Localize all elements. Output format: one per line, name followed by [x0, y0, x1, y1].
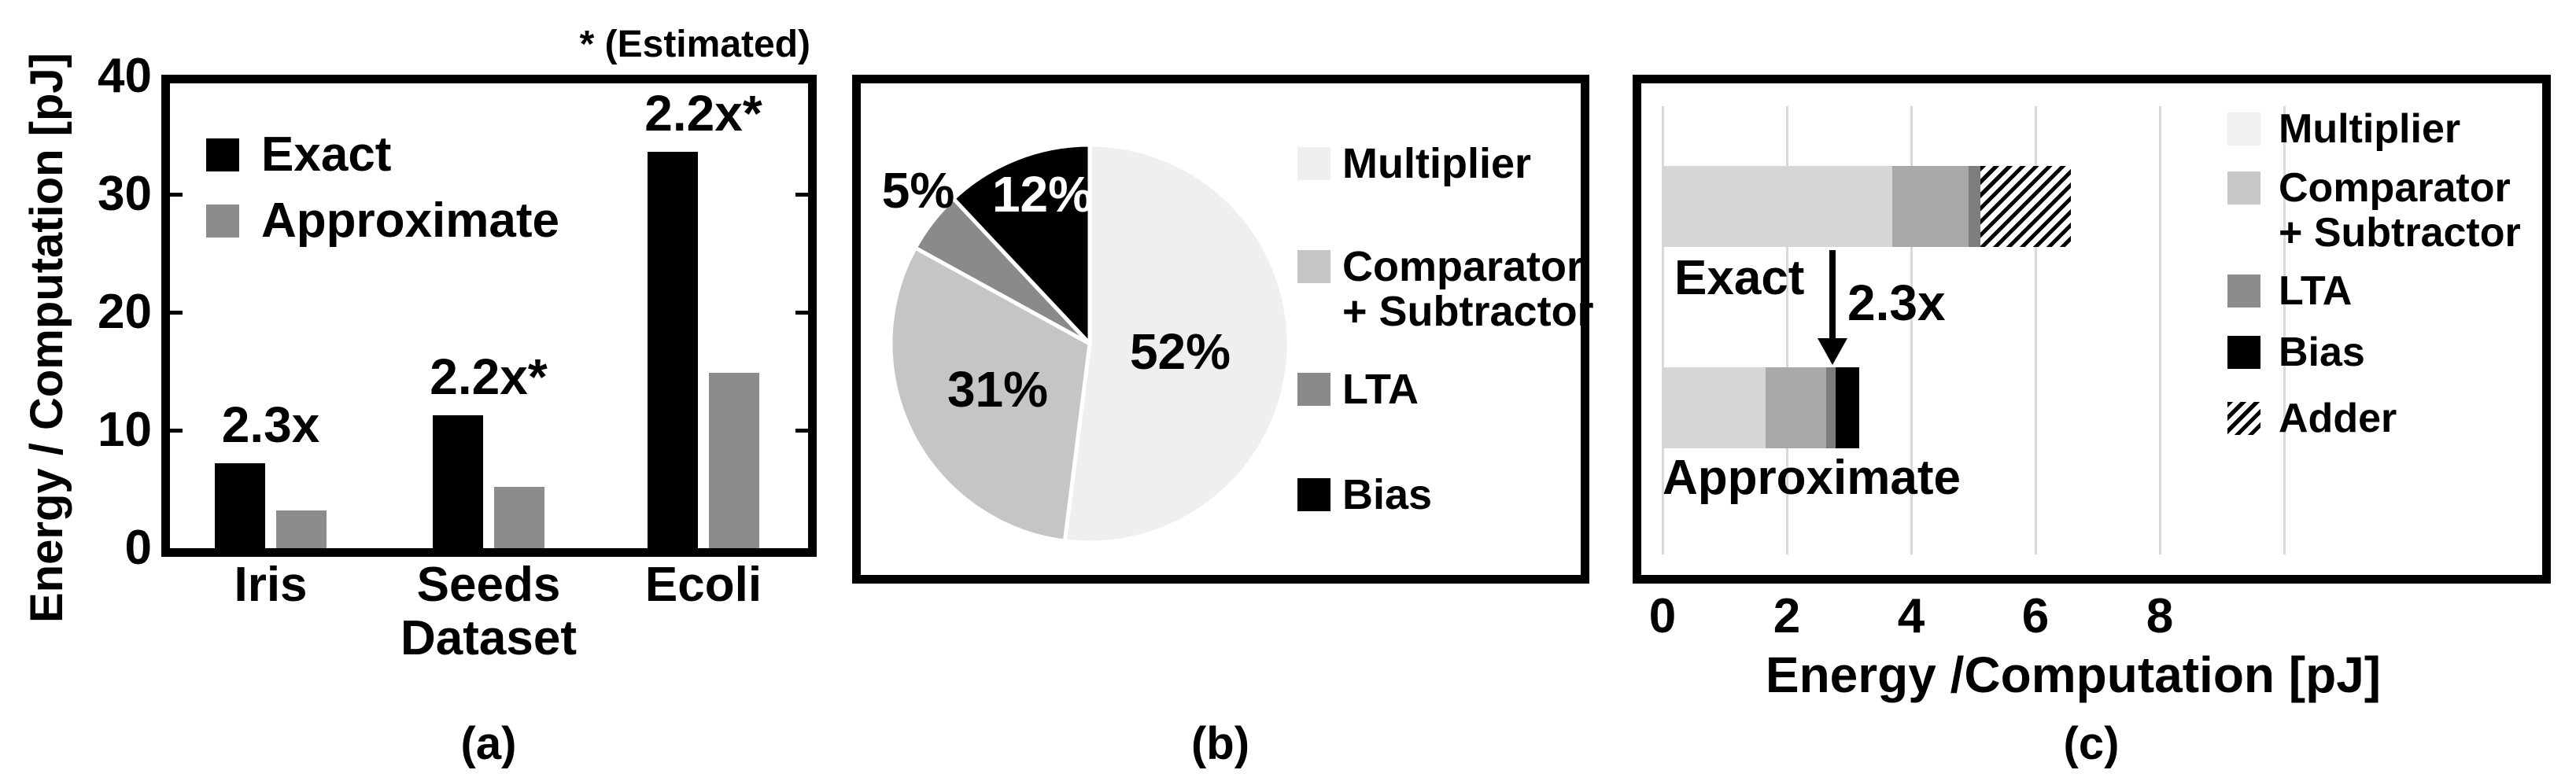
panel-a-category-label: Seeds — [416, 558, 561, 612]
panel-c-x-tick-label: 6 — [2021, 589, 2050, 643]
legend-swatch-multiplier-icon — [2227, 112, 2260, 146]
bar-exact-iris — [215, 463, 265, 548]
bar-approximate-iris — [276, 510, 327, 548]
panel-b-legend-item: LTA — [1297, 367, 1419, 412]
panel-c-legend-label: Comparator + Subtractor — [2279, 165, 2521, 256]
panel-a-legend-label: Approximate — [261, 193, 559, 248]
panel-c-legend-item: Multiplier — [2227, 107, 2460, 152]
panel-c-caption: (c) — [2063, 718, 2120, 769]
legend-swatch-bias-icon — [2227, 336, 2260, 369]
panel-a-caption: (a) — [460, 718, 517, 769]
legend-swatch-lta-icon — [1297, 373, 1330, 406]
segment-approximate-comparator-subtractor — [1766, 367, 1826, 448]
panel-a-speedup-annotation: 2.2x* — [430, 348, 548, 405]
pie-percent-label: 12% — [991, 166, 1094, 223]
panel-a-legend-item: Approximate — [206, 197, 559, 245]
panel-c-gridline — [2159, 106, 2161, 554]
panel-b-caption: (b) — [1190, 718, 1250, 769]
panel-a-y-tick-label: 30 — [98, 167, 152, 221]
pie-slice-comparator-subtractor — [888, 245, 1092, 543]
panel-b-plot-frame — [852, 75, 1589, 584]
panel-a-category-label: Iris — [234, 558, 308, 612]
panel-c-exact-label: Exact — [1674, 251, 1805, 305]
pie-slice-bias — [951, 142, 1092, 346]
panel-a-tick-mark — [795, 429, 808, 433]
panel-a-y-tick-label: 40 — [98, 49, 152, 103]
panel-a-x-axis-title: Dataset — [400, 611, 577, 665]
segment-exact-comparator-subtractor — [1892, 166, 1969, 247]
pie-chart — [888, 142, 1291, 545]
panel-a-estimated-note: * (Estimated) — [579, 24, 810, 65]
panel-c-plot-frame — [1633, 75, 2551, 584]
panel-b-legend-label: Comparator + Subtractor — [1342, 243, 1594, 335]
segment-approximate-bias — [1835, 367, 1859, 448]
panel-b-legend-label: Multiplier — [1342, 140, 1531, 187]
panel-b-legend-label: LTA — [1342, 366, 1419, 413]
panel-a-y-tick-label: 20 — [98, 285, 152, 339]
segment-approximate-multiplier — [1663, 367, 1766, 448]
panel-c-x-tick-label: 0 — [1648, 589, 1677, 643]
panel-c-legend-item: Bias — [2227, 330, 2365, 375]
bar-approximate-seeds — [494, 487, 544, 548]
legend-swatch-lta-icon — [2227, 274, 2260, 308]
panel-a-speedup-annotation: 2.3x — [221, 396, 320, 453]
panel-c-gridline — [1786, 106, 1788, 554]
panel-a-tick-mark — [795, 311, 808, 315]
legend-swatch-multiplier-icon — [1297, 147, 1330, 180]
panel-c-gridline — [1662, 106, 1664, 554]
panel-a-legend-item: Exact — [206, 131, 391, 179]
reduction-arrow-head-icon — [1818, 338, 1847, 365]
bar-approximate-ecoli — [709, 372, 759, 548]
panel-a-plot-frame — [161, 75, 817, 557]
panel-c-legend-label: Bias — [2279, 330, 2365, 375]
panel-c-x-axis-title: Energy /Computation [pJ] — [1765, 647, 2382, 703]
pie-slice-multiplier — [1062, 142, 1291, 545]
panel-a-legend-label: Exact — [261, 127, 392, 182]
panel-b-legend-item: Multiplier — [1297, 142, 1531, 186]
panel-b-legend-label: Bias — [1342, 471, 1433, 518]
reduction-arrow-line — [1829, 250, 1836, 340]
legend-swatch-bias-icon — [1297, 478, 1330, 511]
legend-swatch-adder-icon — [2227, 402, 2260, 435]
bar-exact-ecoli — [648, 152, 698, 548]
legend-swatch-comparator-icon — [1297, 250, 1330, 283]
panel-a-category-label: Ecoli — [644, 558, 762, 612]
panel-c-legend-item: Comparator + Subtractor — [2227, 166, 2521, 256]
panel-c-legend-item: Adder — [2227, 396, 2397, 441]
legend-swatch-approximate-icon — [206, 204, 239, 238]
panel-c-gridline — [1910, 106, 1913, 554]
segment-approximate-lta — [1825, 367, 1836, 448]
panel-a-tick-mark — [795, 193, 808, 197]
panel-a-y-tick-label: 0 — [124, 521, 152, 575]
panel-c-legend-label: Multiplier — [2279, 106, 2461, 152]
panel-c-x-tick-label: 4 — [1897, 589, 1925, 643]
segment-exact-lta — [1969, 166, 1981, 247]
panel-c-approximate-label: Approximate — [1663, 451, 1961, 505]
panel-c-legend-label: LTA — [2279, 268, 2353, 314]
panel-a-speedup-annotation: 2.2x* — [644, 85, 762, 142]
panel-c-legend-label: Adder — [2279, 396, 2397, 441]
pie-percent-label: 52% — [1129, 323, 1231, 380]
segment-exact-adder — [1980, 166, 2072, 247]
panel-c-gridline — [2035, 106, 2037, 554]
legend-swatch-exact-icon — [206, 138, 239, 171]
panel-c-gridline — [2283, 106, 2286, 554]
panel-c-x-tick-label: 2 — [1773, 589, 1801, 643]
panel-b-legend-item: Comparator + Subtractor — [1297, 245, 1594, 334]
panel-b-legend-item: Bias — [1297, 473, 1432, 518]
segment-exact-multiplier — [1663, 166, 1893, 247]
panel-a-tick-mark — [170, 193, 183, 197]
panel-a-tick-mark — [170, 429, 183, 433]
pie-percent-label: 5% — [881, 162, 955, 219]
panel-c-legend-item: LTA — [2227, 269, 2352, 314]
legend-swatch-comparator-icon — [2227, 171, 2260, 204]
pie-percent-label: 31% — [947, 361, 1049, 418]
panel-a-y-tick-label: 10 — [98, 403, 152, 457]
panel-c-x-tick-label: 8 — [2146, 589, 2174, 643]
panel-a-tick-mark — [170, 311, 183, 315]
bar-exact-seeds — [433, 414, 483, 548]
panel-c-reduction-annotation: 2.3x — [1847, 274, 1946, 331]
